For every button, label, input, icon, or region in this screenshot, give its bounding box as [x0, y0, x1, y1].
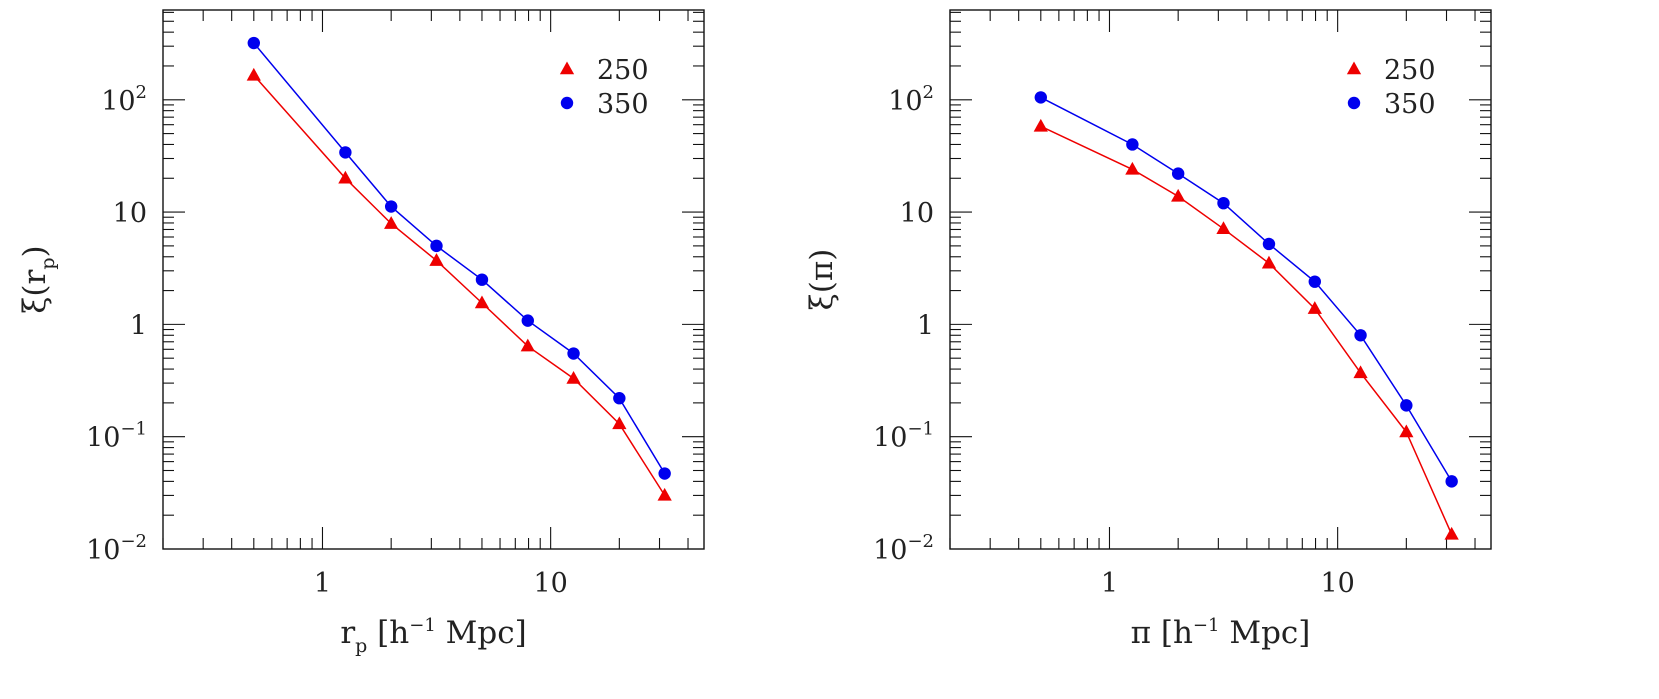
- data-point: [339, 146, 352, 159]
- legend-label: 250: [1384, 55, 1436, 86]
- y-axis-ticks: [163, 11, 704, 550]
- data-point: [1125, 161, 1140, 175]
- y-tick-label: 10−1: [86, 419, 147, 454]
- data-point: [613, 392, 626, 405]
- data-point: [567, 347, 580, 360]
- data-point: [475, 273, 489, 286]
- y-tick-label: 10: [900, 198, 934, 229]
- data-point: [612, 416, 627, 430]
- data-point: [1216, 221, 1231, 235]
- series-line: [253, 74, 666, 496]
- x-tick-label: 10: [1320, 568, 1354, 599]
- data-point: [1262, 237, 1276, 251]
- legend-label: 350: [1384, 89, 1436, 120]
- legend-marker: [560, 96, 574, 110]
- data-point: [430, 239, 443, 253]
- legend-marker: [1347, 96, 1361, 110]
- data-point: [520, 338, 535, 352]
- legend-label: 350: [597, 89, 649, 120]
- data-point: [1217, 196, 1230, 210]
- y-tick-label: 102: [101, 82, 147, 117]
- x-axis-title: π [h−1 Mpc]: [1131, 615, 1311, 651]
- data-point: [1354, 329, 1367, 342]
- x-axis-ticks: [162, 10, 689, 549]
- series-350: [247, 36, 671, 480]
- y-axis-title: ξ(π): [804, 249, 840, 311]
- data-point: [1034, 91, 1047, 104]
- x-tick-label: 10: [533, 568, 567, 599]
- data-point: [429, 253, 444, 266]
- series-350: [1034, 91, 1458, 488]
- data-point: [1171, 188, 1186, 202]
- data-point: [1353, 365, 1368, 379]
- data-point: [1033, 118, 1048, 132]
- series-250: [246, 67, 672, 501]
- data-point: [521, 314, 534, 327]
- data-point: [1171, 167, 1185, 180]
- x-tick-label: 1: [1101, 568, 1118, 599]
- x-axis-title: rp [h−1 Mpc]: [340, 615, 526, 657]
- data-point: [1261, 255, 1277, 269]
- y-tick-label: 10−2: [86, 531, 147, 566]
- legend-marker: [559, 61, 575, 75]
- legend-label: 250: [597, 55, 649, 86]
- series-250: [1033, 118, 1459, 540]
- data-point: [384, 216, 399, 229]
- y-tick-label: 10−2: [873, 531, 934, 566]
- y-tick-label: 102: [888, 82, 934, 117]
- data-point: [1126, 138, 1139, 151]
- data-point: [384, 200, 398, 213]
- data-point: [474, 295, 490, 309]
- data-point: [1308, 275, 1321, 288]
- data-point: [658, 467, 671, 480]
- data-point: [657, 487, 672, 501]
- y-axis-title: ξ(rp): [17, 245, 59, 313]
- y-tick-label: 10−1: [873, 419, 934, 454]
- plot-frame: [949, 9, 1492, 550]
- legend-marker: [1346, 61, 1362, 75]
- y-tick-label: 10: [113, 198, 147, 229]
- series-line: [1040, 125, 1453, 535]
- x-axis-ticks: [949, 10, 1476, 549]
- data-point: [566, 370, 581, 384]
- y-axis-ticks: [950, 11, 1491, 550]
- x-tick-label: 1: [314, 568, 331, 599]
- data-point: [1445, 475, 1458, 488]
- data-point: [1444, 526, 1459, 540]
- y-tick-label: 1: [917, 310, 934, 341]
- data-point: [247, 36, 260, 50]
- data-point: [338, 170, 353, 184]
- data-point: [1399, 424, 1414, 438]
- y-tick-label: 1: [130, 310, 147, 341]
- data-point: [246, 67, 261, 81]
- data-point: [1307, 301, 1322, 314]
- plot-frame: [162, 9, 705, 550]
- data-point: [1400, 399, 1413, 412]
